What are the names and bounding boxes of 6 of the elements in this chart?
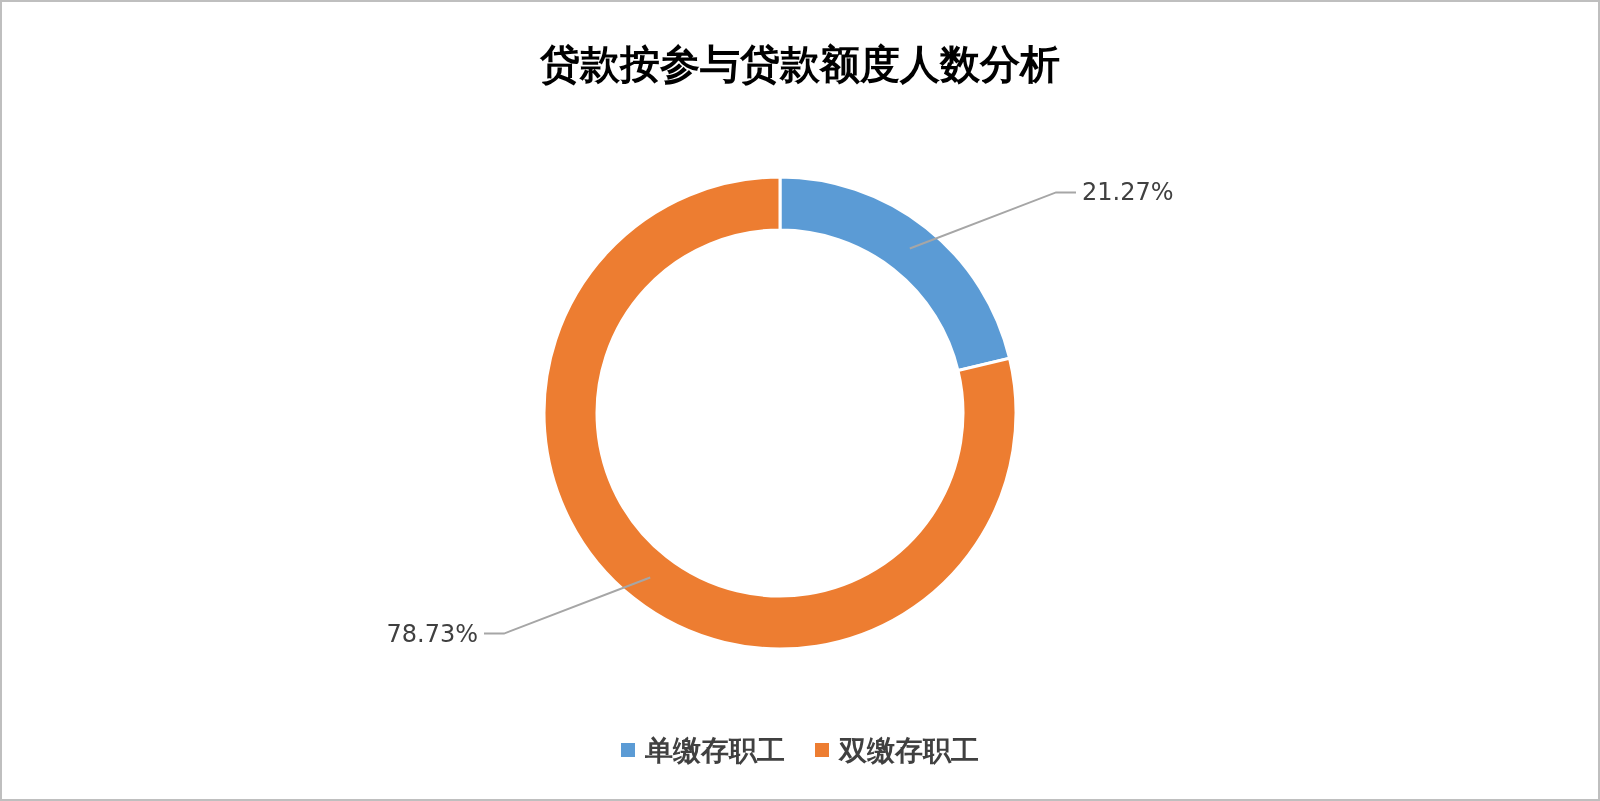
- chart-title: 贷款按参与贷款额度人数分析: [539, 41, 1060, 87]
- legend-label: 双缴存职工: [838, 734, 979, 767]
- data-label: 78.73%: [386, 619, 478, 648]
- data-label: 21.27%: [1082, 178, 1174, 207]
- legend-label: 单缴存职工: [644, 734, 785, 767]
- donut-slice: [542, 175, 1018, 651]
